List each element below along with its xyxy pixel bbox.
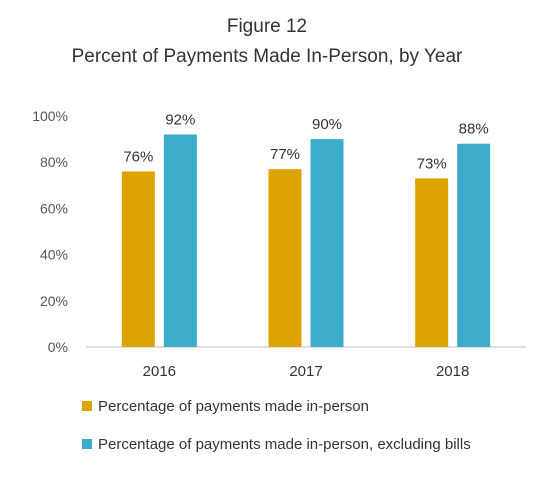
data-label-excluding-bills-2018: 88% [459,121,489,138]
bar-in-person-2017 [268,169,302,347]
bar-in-person-2016 [121,171,155,347]
data-label-in-person-2018: 73% [417,155,447,172]
bar-chart: 0% 20% 40% 60% 80% 100% 76% 92% 77% 90% 73% 88% 20… [32,108,526,380]
x-tick-label: 2016 [143,363,176,380]
y-tick-label: 100% [32,108,68,124]
y-tick-label: 40% [40,247,68,263]
data-label-excluding-bills-2016: 92% [165,111,195,128]
bar-in-person-2018 [415,178,449,347]
y-tick-label: 0% [48,339,68,355]
x-axis: 2016 2017 2018 [143,363,470,380]
bar-excluding-bills-2018 [457,143,491,347]
bars-group: 76% 92% 77% 90% 73% 88% [121,111,491,347]
legend-swatch-excluding-bills [82,439,92,449]
data-label-in-person-2016: 76% [123,148,153,165]
legend: Percentage of payments made in-person Pe… [82,396,471,472]
bar-excluding-bills-2016 [163,134,197,347]
legend-item-excluding-bills: Percentage of payments made in-person, e… [82,434,471,454]
legend-label-in-person: Percentage of payments made in-person [98,397,369,415]
legend-label-excluding-bills: Percentage of payments made in-person, e… [98,435,471,453]
data-label-excluding-bills-2017: 90% [312,116,342,133]
y-tick-label: 20% [40,293,68,309]
y-tick-label: 80% [40,154,68,170]
legend-swatch-in-person [82,401,92,411]
y-tick-label: 60% [40,200,68,216]
x-tick-label: 2017 [289,363,322,380]
y-axis: 0% 20% 40% 60% 80% 100% [32,108,68,355]
chart-title: Percent of Payments Made In-Person, by Y… [71,46,463,67]
data-label-in-person-2017: 77% [270,146,300,163]
legend-item-in-person: Percentage of payments made in-person [82,396,471,416]
figure-label: Figure 12 [226,16,308,37]
x-tick-label: 2018 [436,363,469,380]
bar-excluding-bills-2017 [310,139,344,347]
